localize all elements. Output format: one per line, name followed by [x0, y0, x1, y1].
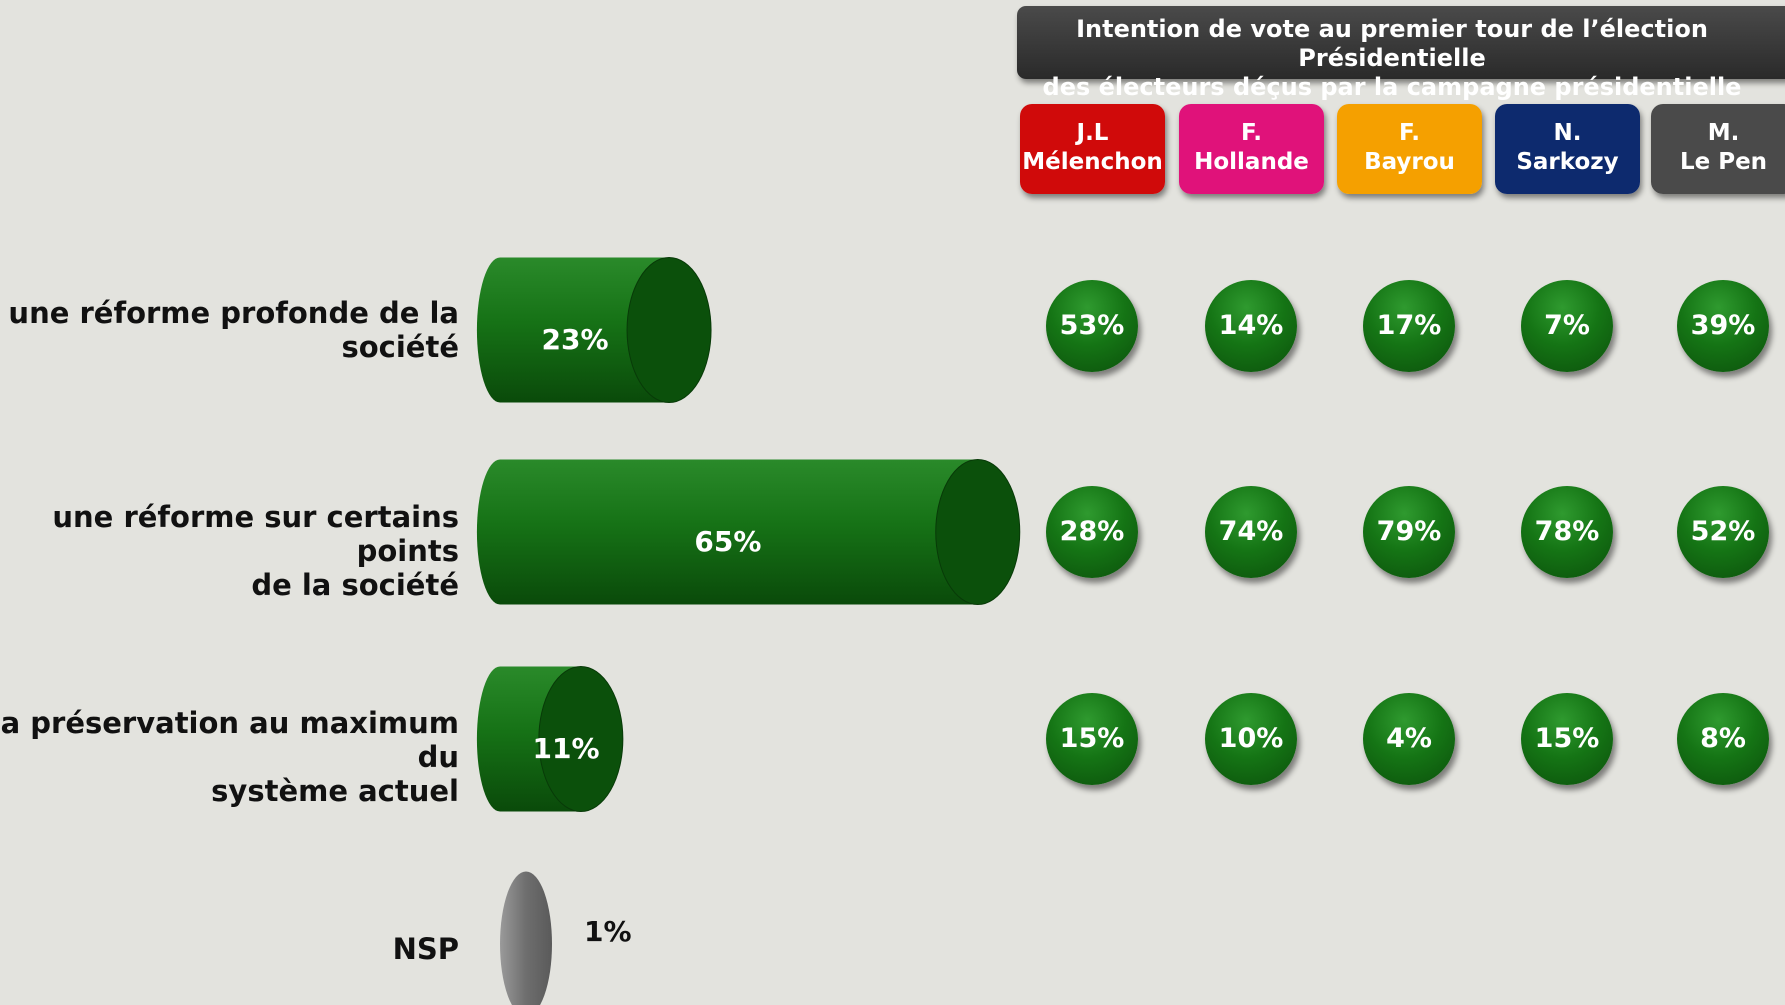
candidate-name: Bayrou	[1364, 149, 1455, 175]
candidate-name: Sarkozy	[1516, 149, 1619, 175]
bar-body-3	[500, 871, 552, 1005]
candidate-header-0: J.L Mélenchon	[1020, 104, 1165, 194]
breakdown-bubble-1-2: 10%	[1205, 693, 1297, 785]
breakdown-bubble-3-2: 15%	[1521, 693, 1613, 785]
category-label-1: une réforme sur certains points de la soc…	[0, 500, 459, 602]
breakdown-bubble-4-1: 52%	[1677, 486, 1769, 578]
candidate-initial: N.	[1553, 120, 1582, 146]
category-label-line: la préservation au maximum du	[0, 706, 459, 774]
breakdown-bubble-0-1: 28%	[1046, 486, 1138, 578]
breakdown-bubble-2-2: 4%	[1363, 693, 1455, 785]
bar-1	[476, 459, 1021, 605]
breakdown-bubble-2-1: 79%	[1363, 486, 1455, 578]
breakdown-bubble-2-0: 17%	[1363, 280, 1455, 372]
breakdown-bubble-4-2: 8%	[1677, 693, 1769, 785]
candidate-header-4: M. Le Pen	[1651, 104, 1785, 194]
bar-value-label-1: 65%	[694, 525, 761, 558]
bar-body-1	[476, 459, 1020, 605]
category-label-line: une réforme sur certains points	[52, 500, 459, 568]
candidate-header-3: N. Sarkozy	[1495, 104, 1640, 194]
candidate-name: Hollande	[1194, 149, 1309, 175]
candidate-name: Mélenchon	[1022, 149, 1163, 175]
breakdown-bubble-0-0: 53%	[1046, 280, 1138, 372]
candidate-initial: F.	[1398, 120, 1421, 146]
bar-cap-1	[935, 459, 1021, 605]
candidate-header-1: F. Hollande	[1179, 104, 1324, 194]
category-label-line: système actuel	[211, 774, 459, 808]
category-label-line: une réforme profonde de la	[8, 296, 459, 330]
candidate-initial: J.L	[1076, 120, 1109, 146]
breakdown-bubble-3-1: 78%	[1521, 486, 1613, 578]
category-label-line: NSP	[392, 932, 459, 966]
breakdown-bubble-0-2: 15%	[1046, 693, 1138, 785]
bar-2	[476, 666, 624, 812]
header-line-2: des électeurs déçus par la campagne prés…	[1042, 73, 1742, 101]
candidate-name: Le Pen	[1679, 149, 1768, 175]
category-label-2: la préservation au maximum du système act…	[0, 706, 459, 808]
candidate-header-2: F. Bayrou	[1337, 104, 1482, 194]
category-label-line: de la société	[251, 568, 459, 602]
bar-value-label-0: 23%	[541, 323, 608, 356]
bar-3	[500, 871, 552, 1005]
breakdown-bubble-4-0: 39%	[1677, 280, 1769, 372]
breakdown-bubble-1-0: 14%	[1205, 280, 1297, 372]
breakdown-bubble-3-0: 7%	[1521, 280, 1613, 372]
bar-value-label-3: 1%	[584, 915, 632, 948]
bar-cap-0	[626, 257, 712, 403]
candidate-initial: F.	[1240, 120, 1263, 146]
category-label-line: société	[341, 330, 459, 364]
bar-cap-2	[538, 666, 624, 812]
category-label-0: une réforme profonde de la société	[0, 296, 459, 364]
breakdown-bubble-1-1: 74%	[1205, 486, 1297, 578]
bar-0	[476, 257, 712, 403]
header-line-1: Intention de vote au premier tour de l’é…	[1076, 15, 1708, 72]
chart-header: Intention de vote au premier tour de l’é…	[1017, 6, 1785, 101]
category-label-3: NSP	[0, 932, 459, 966]
bar-value-label-2: 11%	[532, 732, 599, 765]
candidate-initial: M.	[1707, 120, 1740, 146]
